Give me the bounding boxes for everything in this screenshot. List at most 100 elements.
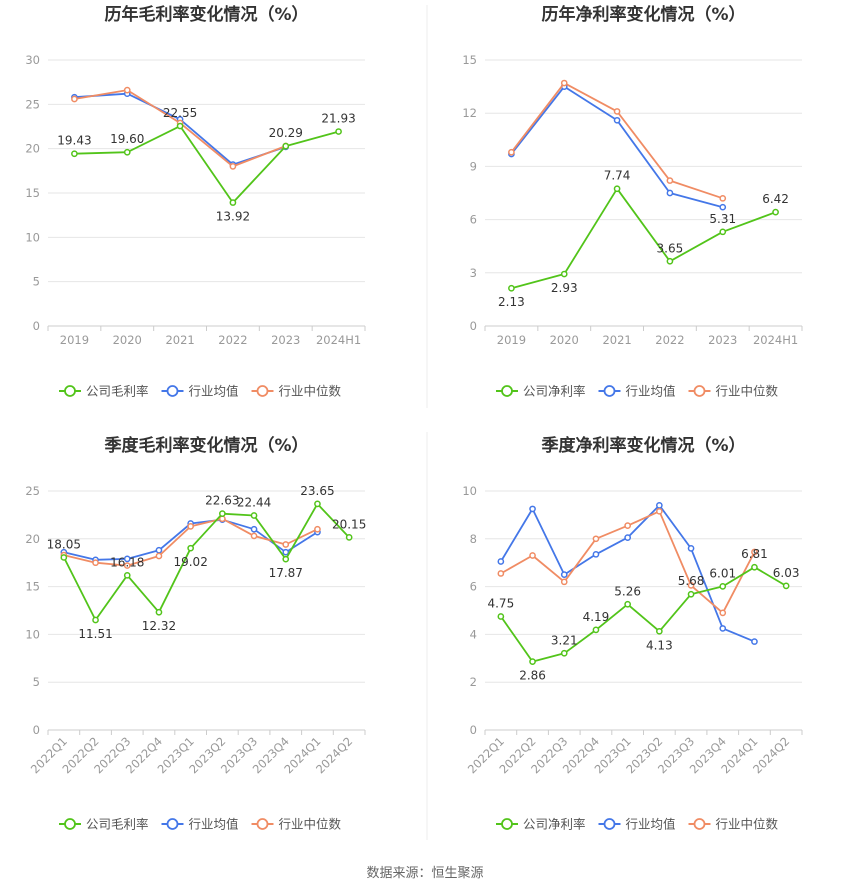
data-label: 2.86 bbox=[519, 669, 546, 683]
legend-marker bbox=[693, 818, 706, 830]
data-point bbox=[751, 638, 758, 645]
data-point bbox=[155, 546, 163, 554]
data-label: 6.01 bbox=[709, 566, 736, 580]
data-label: 17.87 bbox=[269, 566, 303, 580]
data-point bbox=[176, 122, 184, 130]
legend-item-2: 行业均值 bbox=[161, 384, 239, 399]
data-point bbox=[497, 613, 505, 620]
chart-title: 历年毛利率变化情况（%） bbox=[104, 4, 308, 25]
data-point bbox=[687, 582, 695, 589]
legend-label: 行业均值 bbox=[189, 817, 239, 832]
data-point bbox=[345, 534, 353, 541]
y-tick-label: 6 bbox=[470, 213, 477, 227]
data-point bbox=[782, 582, 790, 590]
legend-label: 公司净利率 bbox=[523, 817, 586, 832]
data-label: 16.18 bbox=[110, 555, 144, 569]
data-label: 19.60 bbox=[110, 132, 144, 146]
data-label: 6.03 bbox=[773, 566, 800, 580]
legend-item-1: 公司净利率 bbox=[496, 817, 586, 832]
x-tick-label: 2022 bbox=[655, 333, 684, 347]
data-point bbox=[560, 578, 568, 586]
chart-panel-2: 历年净利率变化情况（%） 0 3 6 9 12 15 2019 2020 2021 2022 2023… bbox=[462, 4, 803, 399]
data-point bbox=[719, 203, 727, 211]
series-line-1 bbox=[63, 503, 350, 621]
data-point bbox=[751, 548, 758, 556]
data-point bbox=[92, 616, 99, 624]
data-point bbox=[250, 532, 258, 540]
data-point bbox=[314, 500, 321, 508]
data-point bbox=[666, 189, 674, 197]
data-label: 3.65 bbox=[657, 241, 684, 255]
y-tick-label: 5 bbox=[33, 275, 40, 289]
legend-marker bbox=[693, 385, 706, 397]
y-tick-label: 10 bbox=[462, 484, 477, 498]
x-tick-label: 2024H1 bbox=[753, 333, 798, 347]
data-point bbox=[123, 148, 131, 156]
data-label: 13.92 bbox=[216, 210, 250, 224]
data-point bbox=[123, 555, 131, 563]
data-point bbox=[71, 150, 78, 158]
series-line-1 bbox=[74, 125, 339, 204]
chart-title: 季度毛利率变化情况（%） bbox=[104, 435, 308, 456]
data-label: 5.68 bbox=[678, 574, 705, 588]
y-tick-label: 20 bbox=[25, 142, 40, 156]
y-tick-label: 6 bbox=[470, 580, 477, 594]
data-label: 4.19 bbox=[583, 610, 610, 624]
x-tick-label: 2023 bbox=[271, 333, 300, 347]
y-tick-label: 0 bbox=[33, 319, 40, 333]
data-point bbox=[666, 177, 674, 184]
data-point bbox=[592, 626, 600, 634]
data-label: 4.75 bbox=[487, 596, 514, 610]
y-tick-label: 0 bbox=[33, 723, 40, 737]
legend-marker bbox=[166, 385, 179, 397]
data-point bbox=[772, 208, 779, 216]
data-point bbox=[60, 554, 68, 561]
legend-item-3: 行业中位数 bbox=[688, 384, 779, 399]
x-tick-label: 2019 bbox=[497, 333, 526, 347]
y-tick-label: 10 bbox=[25, 230, 40, 244]
data-label: 6.81 bbox=[741, 547, 768, 561]
y-tick-label: 12 bbox=[462, 106, 477, 120]
data-point bbox=[529, 552, 536, 559]
data-point bbox=[687, 590, 695, 598]
data-point bbox=[613, 108, 621, 115]
y-tick-label: 30 bbox=[25, 53, 40, 67]
data-point bbox=[123, 571, 131, 579]
legend-marker bbox=[501, 818, 513, 830]
legend-item-1: 公司毛利率 bbox=[59, 817, 149, 832]
legend-marker bbox=[256, 818, 269, 830]
chart-title: 历年净利率变化情况（%） bbox=[541, 4, 745, 25]
data-point bbox=[497, 570, 505, 577]
data-label: 12.32 bbox=[142, 619, 176, 633]
chart-title: 季度净利率变化情况（%） bbox=[541, 435, 745, 456]
chart-panel-1: 历年毛利率变化情况（%） 0 5 10 15 20 25 30 2019 2020 2021 2022… bbox=[25, 4, 366, 399]
data-point bbox=[508, 284, 515, 292]
data-point bbox=[282, 548, 290, 556]
legend-marker bbox=[64, 385, 76, 397]
data-point bbox=[656, 501, 663, 509]
data-point bbox=[229, 163, 237, 170]
data-label: 3.21 bbox=[551, 633, 578, 647]
data-label: 20.15 bbox=[332, 517, 366, 531]
data-point bbox=[250, 512, 258, 519]
data-label: 22.63 bbox=[205, 494, 239, 508]
data-label: 4.13 bbox=[646, 638, 673, 652]
data-point bbox=[508, 148, 515, 156]
legend-label: 行业中位数 bbox=[279, 817, 342, 832]
y-tick-label: 9 bbox=[470, 159, 477, 173]
legend-label: 行业均值 bbox=[626, 817, 676, 832]
data-point bbox=[560, 571, 568, 579]
y-tick-label: 0 bbox=[470, 319, 477, 333]
data-point bbox=[250, 525, 258, 533]
y-tick-label: 8 bbox=[470, 532, 477, 546]
data-point bbox=[687, 545, 695, 552]
y-tick-label: 15 bbox=[25, 186, 40, 200]
x-tick-label: 2024H1 bbox=[316, 333, 361, 347]
y-tick-label: 10 bbox=[25, 627, 40, 641]
data-label: 21.93 bbox=[321, 112, 355, 126]
legend-marker bbox=[256, 385, 269, 397]
data-point bbox=[613, 185, 621, 193]
y-tick-label: 25 bbox=[25, 97, 40, 111]
data-point bbox=[282, 541, 290, 548]
